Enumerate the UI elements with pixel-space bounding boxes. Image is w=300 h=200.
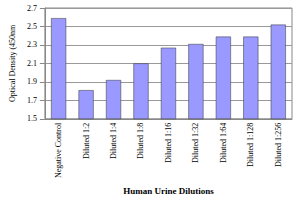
svg-text:1.7: 1.7 [27, 96, 37, 105]
svg-text:2.7: 2.7 [27, 4, 37, 13]
svg-text:Optical Density (450nm: Optical Density (450nm [8, 24, 17, 102]
svg-text:2.3: 2.3 [27, 40, 37, 49]
svg-text:Diluted 1:4: Diluted 1:4 [109, 123, 118, 159]
svg-text:Negative Control: Negative Control [54, 122, 63, 178]
svg-text:Diluted 1:8: Diluted 1:8 [136, 123, 145, 159]
svg-text:Diluted 1:2: Diluted 1:2 [82, 123, 91, 159]
svg-text:2.1: 2.1 [27, 59, 37, 68]
svg-text:Diluted 1:256: Diluted 1:256 [274, 123, 283, 167]
svg-text:Diluted 1:32: Diluted 1:32 [191, 123, 200, 163]
svg-text:1.5: 1.5 [27, 114, 37, 123]
svg-text:Diluted 1:16: Diluted 1:16 [164, 123, 173, 163]
svg-text:Diluted 1:128: Diluted 1:128 [246, 123, 255, 167]
svg-text:Human Urine Dilutions: Human Urine Dilutions [123, 186, 214, 196]
svg-text:2.5: 2.5 [27, 22, 37, 31]
svg-text:1.9: 1.9 [27, 77, 37, 86]
svg-text:Diluted 1:64: Diluted 1:64 [219, 123, 228, 163]
